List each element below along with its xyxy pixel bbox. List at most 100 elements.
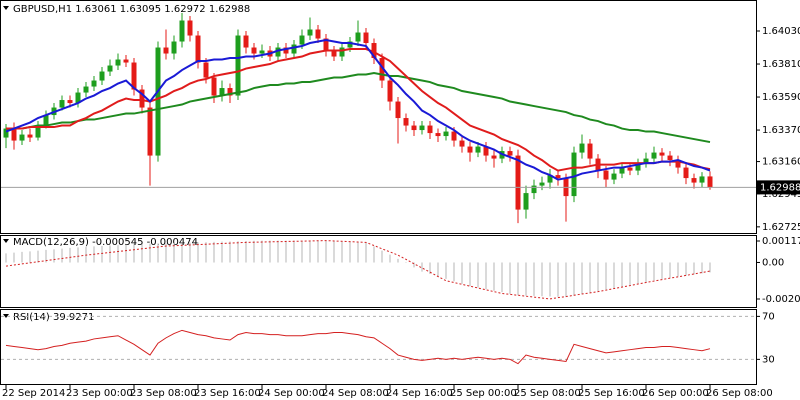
x-tick-label: 25 Sep 08:00 [514,388,581,399]
price-panel [0,0,757,234]
candle-body [283,47,289,54]
y-tick-label: 1.63160 [762,157,800,168]
candle-body [483,146,489,156]
candle-body [491,155,497,159]
candle-body [427,125,433,134]
candle-body [667,155,673,161]
candle-body [147,107,153,156]
candle-body [171,41,177,54]
moving-average [5,39,711,181]
panel-icon [3,239,9,243]
moving-average [6,48,711,172]
candle-body [539,182,545,186]
candle-body [363,32,369,44]
candle-body [187,20,193,36]
candle-body [475,146,481,153]
y-tick-label: 0.00 [762,257,784,268]
x-tick-label: 25 Sep 00:00 [450,388,517,399]
chart-title: GBPUSD,H1 1.63061 1.63095 1.62972 1.6298… [13,4,250,15]
candle-body [35,125,41,138]
x-tick-label: 25 Sep 16:00 [578,388,645,399]
candle-body [555,175,561,179]
candle-body [3,128,9,138]
candle-body [347,41,353,48]
candle-body [179,20,185,42]
rsi-panel [0,309,757,385]
rsi-title: RSI(14) 39.9271 [13,312,94,323]
candle-body [339,47,345,57]
candle-body [507,151,513,156]
candle-body [707,176,713,188]
x-tick-label: 24 Sep 08:00 [322,388,389,399]
candle-body [195,35,201,63]
candle-body [155,47,161,156]
candle-body [299,35,305,45]
y-tick-label: 1.64030 [762,26,800,37]
candle-body [643,158,649,164]
x-tick-label: 22 Sep 2014 [2,388,65,399]
candle-body [203,62,209,78]
candle-body [27,134,33,138]
candle-body [139,89,145,108]
candle-body [235,35,241,96]
candle-body [691,178,697,183]
candle-body [411,125,417,131]
candle-body [19,134,25,141]
candle-body [651,152,657,159]
candle-body [379,58,385,81]
candle-body [291,44,297,54]
candle-body [699,176,705,183]
y-tick-label: 1.63810 [762,59,800,70]
candle-body [395,101,401,119]
x-tick-label: 24 Sep 00:00 [258,388,325,399]
candle-body [115,59,121,66]
candle-body [587,143,593,159]
y-tick-label: 1.63590 [762,92,800,103]
candle-body [243,35,249,48]
candle-body [611,173,617,180]
y-tick-label: -0.002004 [762,294,800,305]
candle-body [275,47,281,57]
candle-body [627,167,633,171]
candle-body [107,65,113,72]
candle-body [123,59,129,63]
candle-body [683,167,689,179]
candle-body [227,88,233,96]
candle-body [67,100,73,104]
y-tick-label: 1.63370 [762,125,800,136]
candle-body [315,29,321,39]
candle-body [219,88,225,96]
candle-body [211,77,217,96]
candle-body [547,175,553,183]
candle-body [307,29,313,36]
x-tick-label: 24 Sep 16:00 [386,388,453,399]
candle-body [675,160,681,168]
panel-icon [3,6,9,10]
candle-body [83,86,89,93]
rsi-line [5,329,711,365]
candle-body [91,80,97,87]
panel-icon [3,314,9,318]
candle-body [523,193,529,210]
candle-body [403,118,409,126]
candle-body [659,152,665,156]
candle-body [251,47,257,54]
candle-body [371,43,377,59]
candle-body [515,155,521,210]
x-tick-label: 26 Sep 08:00 [706,388,773,399]
candle-body [323,38,329,51]
macd-signal [5,240,711,300]
candle-body [11,128,17,141]
x-tick-label: 23 Sep 00:00 [66,388,133,399]
candle-body [619,167,625,174]
candle-body [131,62,137,90]
x-tick-label: 23 Sep 08:00 [130,388,197,399]
candle-body [43,115,49,126]
candle-body [331,50,337,57]
candle-body [99,71,105,81]
candle-body [603,170,609,180]
y-tick-label: 30 [762,354,775,365]
candle-body [435,133,441,137]
candle-body [635,163,641,171]
